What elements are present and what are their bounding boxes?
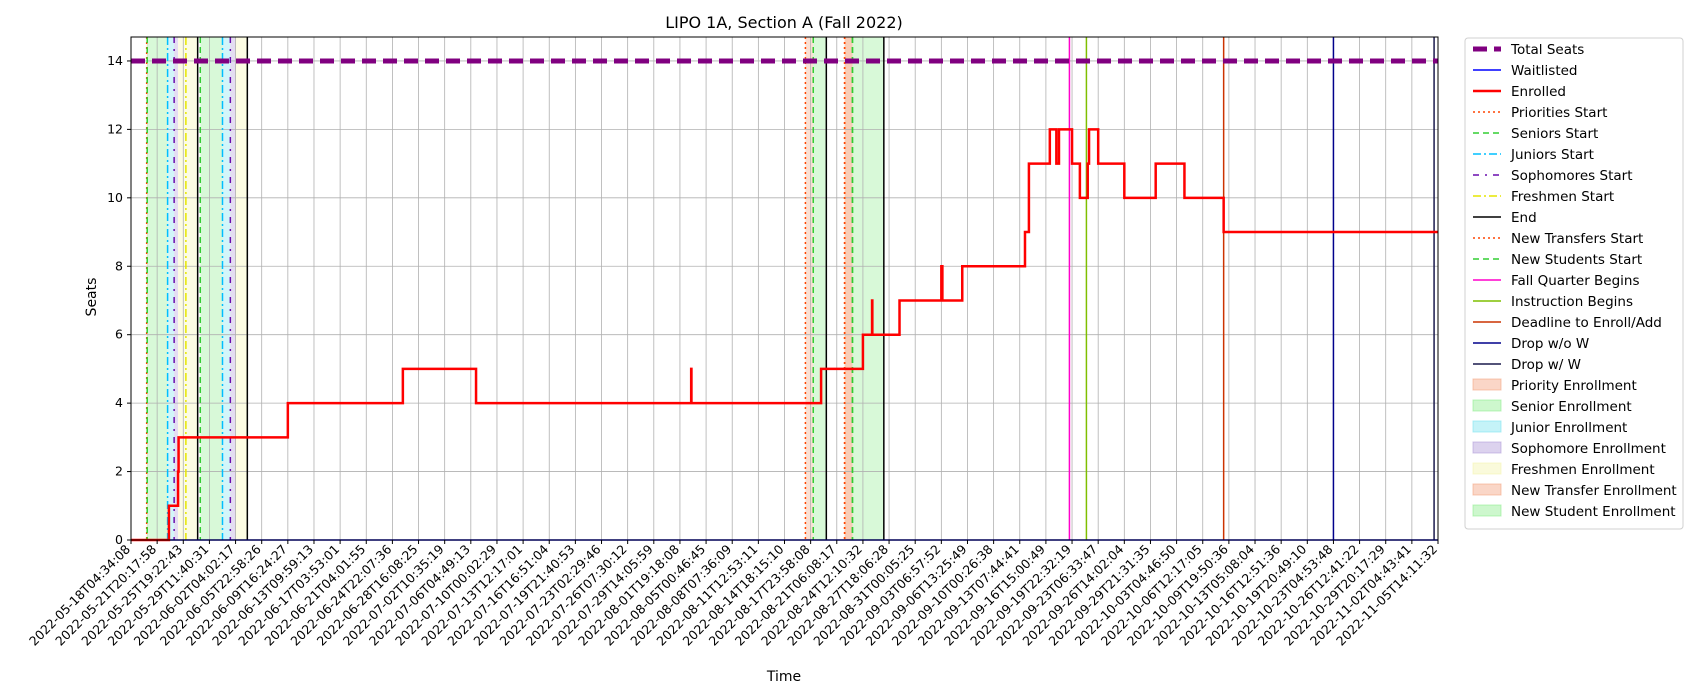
- legend-swatch: [1472, 462, 1502, 475]
- shaded-region: [167, 37, 175, 540]
- legend-label: Total Seats: [1510, 42, 1584, 58]
- legend-label: Drop w/o W: [1511, 336, 1589, 352]
- y-tick-label: 4: [115, 395, 123, 410]
- legend-label: New Students Start: [1511, 252, 1642, 268]
- legend-label: Waitlisted: [1511, 63, 1578, 79]
- legend-swatch: [1472, 504, 1502, 517]
- shaded-region: [178, 37, 198, 540]
- shaded-region: [844, 37, 853, 540]
- legend-label: Priority Enrollment: [1511, 378, 1637, 394]
- y-tick-label: 10: [107, 190, 123, 205]
- series-line: [131, 128, 1438, 542]
- legend-label: Sophomore Enrollment: [1511, 441, 1666, 457]
- shaded-region: [222, 37, 231, 540]
- y-axis-label: Seats: [84, 278, 100, 317]
- y-tick-label: 6: [115, 327, 123, 342]
- legend-label: Sophomores Start: [1511, 168, 1633, 184]
- legend-label: Freshmen Enrollment: [1511, 462, 1655, 478]
- legend-swatch: [1472, 441, 1502, 454]
- legend-label: New Transfers Start: [1511, 231, 1643, 247]
- chart-title: LIPO 1A, Section A (Fall 2022): [665, 13, 903, 32]
- milestone-lines: [145, 37, 1435, 540]
- legend-label: Instruction Begins: [1511, 294, 1633, 310]
- legend-label: Priorities Start: [1511, 105, 1607, 121]
- legend-label: Deadline to Enroll/Add: [1511, 315, 1662, 331]
- legend: Total Seats Waitlisted Enrolled Priorities …: [1464, 37, 1684, 530]
- legend-swatch: [1472, 378, 1502, 391]
- grid: [130, 37, 1439, 541]
- shaded-region: [813, 37, 827, 540]
- shaded-region: [230, 37, 236, 540]
- y-tick-label: 0: [115, 532, 123, 547]
- enrollment-periods: [146, 37, 884, 540]
- legend-label: Junior Enrollment: [1510, 420, 1627, 436]
- legend-label: Drop w/ W: [1511, 357, 1581, 373]
- legend-label: End: [1511, 210, 1537, 226]
- legend-label: Juniors Start: [1510, 147, 1594, 163]
- legend-swatch: [1472, 483, 1502, 496]
- y-tick-label: 8: [115, 258, 123, 273]
- legend-label: New Transfer Enrollment: [1511, 483, 1677, 499]
- legend-box: [1464, 37, 1684, 530]
- legend-label: Enrolled: [1511, 84, 1566, 100]
- shaded-region: [852, 37, 884, 540]
- x-axis-label: Time: [766, 669, 801, 685]
- legend-label: Freshmen Start: [1511, 189, 1614, 205]
- shaded-region: [844, 37, 853, 540]
- shaded-region: [805, 37, 814, 540]
- legend-label: Fall Quarter Begins: [1511, 273, 1640, 289]
- legend-label: Senior Enrollment: [1511, 399, 1632, 415]
- axes: 024681012142022-05-18T04:34:082022-05-21…: [26, 36, 1440, 649]
- shaded-region: [200, 37, 223, 540]
- legend-swatch: [1472, 399, 1502, 412]
- shaded-region: [235, 37, 248, 540]
- y-tick-label: 12: [107, 121, 123, 136]
- y-tick-label: 2: [115, 464, 123, 479]
- legend-label: New Student Enrollment: [1511, 504, 1676, 520]
- y-tick-label: 14: [107, 53, 123, 68]
- shaded-region: [174, 37, 179, 540]
- legend-label: Seniors Start: [1511, 126, 1598, 142]
- legend-swatch: [1472, 420, 1502, 433]
